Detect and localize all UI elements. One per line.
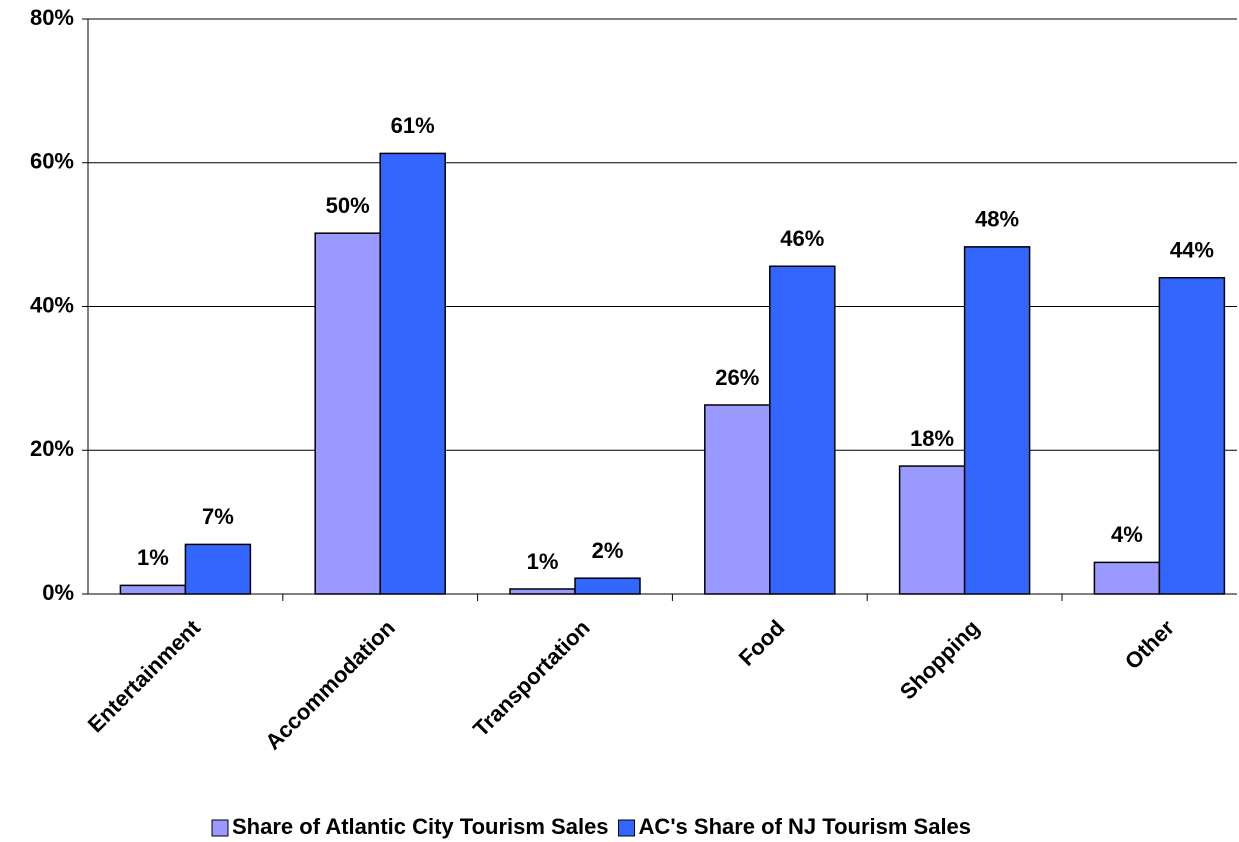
data-label: 26% (715, 365, 759, 390)
bar (509, 588, 576, 595)
x-tick-label: Shopping (895, 615, 984, 704)
bar (314, 232, 381, 595)
bar (769, 265, 836, 595)
legend-label: AC's Share of NJ Tourism Sales (639, 814, 971, 839)
data-label: 48% (975, 207, 1019, 232)
data-label: 61% (391, 113, 435, 138)
bar (1093, 561, 1161, 595)
x-tick-label: Entertainment (83, 615, 206, 738)
x-tick-label: Transportation (468, 615, 595, 742)
bar (1158, 277, 1226, 595)
data-label: 44% (1170, 238, 1214, 263)
data-label: 2% (592, 538, 624, 563)
y-tick-label: 20% (30, 436, 74, 461)
bar (574, 577, 641, 595)
bar (379, 152, 446, 595)
legend-label: Share of Atlantic City Tourism Sales (232, 814, 609, 839)
data-label: 18% (910, 426, 954, 451)
x-tick-label: Food (734, 615, 790, 671)
bar (184, 543, 252, 595)
legend-swatch (211, 819, 229, 837)
bar (119, 584, 187, 595)
data-label: 7% (202, 504, 234, 529)
legend-swatch (618, 819, 636, 837)
data-label: 1% (137, 545, 169, 570)
data-label: 46% (780, 226, 824, 251)
x-tick-label: Other (1120, 615, 1179, 674)
bar (898, 465, 966, 595)
y-tick-label: 0% (42, 580, 74, 605)
data-label: 4% (1111, 522, 1143, 547)
x-tick-label: Accommodation (260, 615, 400, 755)
y-tick-label: 40% (30, 292, 74, 317)
y-tick-label: 80% (30, 5, 74, 30)
data-label: 50% (326, 193, 370, 218)
legend: Share of Atlantic City Tourism Sales AC's… (211, 814, 971, 839)
bar (963, 246, 1031, 595)
data-label: 1% (527, 549, 559, 574)
y-tick-label: 60% (30, 149, 74, 174)
bar (704, 404, 771, 595)
